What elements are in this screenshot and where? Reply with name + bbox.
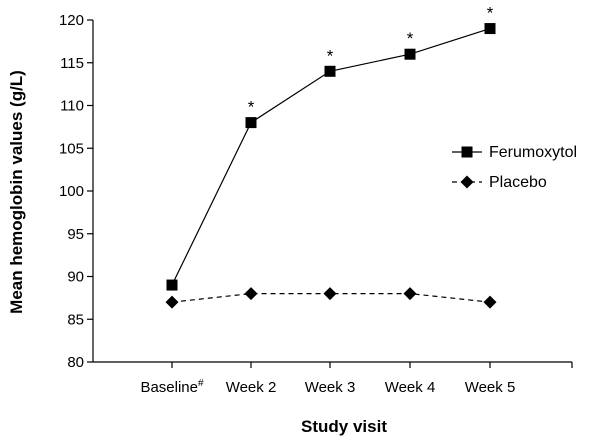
x-tick-label-text: Week 3 bbox=[305, 379, 356, 396]
y-tick-label: 90 bbox=[67, 269, 84, 286]
significance-star: * bbox=[248, 98, 255, 117]
y-tick-label: 85 bbox=[67, 311, 84, 328]
x-tick-label-text: Week 2 bbox=[226, 379, 277, 396]
y-ticks: 80 85 90 95 100 105 110 115 120 bbox=[59, 12, 93, 371]
y-tick-label: 95 bbox=[67, 226, 84, 243]
y-tick-label: 115 bbox=[60, 55, 84, 72]
y-tick-label: 105 bbox=[59, 140, 84, 157]
x-tick-label: Week 4 bbox=[385, 379, 436, 396]
legend-label-placebo: Placebo bbox=[489, 174, 547, 191]
x-axis-title: Study visit bbox=[301, 417, 387, 436]
series-markers bbox=[165, 23, 497, 309]
y-tick-label: 80 bbox=[67, 354, 84, 371]
x-ticks: Baseline# Week 2 Week 3 Week 4 Week 5 bbox=[140, 362, 573, 396]
significance-annotations: * * * * bbox=[248, 4, 494, 117]
ferumoxytol-point bbox=[484, 23, 496, 35]
x-tick-label: Week 2 bbox=[226, 379, 277, 396]
placebo-point bbox=[244, 287, 258, 301]
ferumoxytol-point bbox=[166, 279, 178, 291]
ferumoxytol-point bbox=[245, 117, 257, 129]
significance-star: * bbox=[327, 46, 334, 65]
x-tick-label: Baseline# bbox=[140, 378, 204, 396]
ferumoxytol-point bbox=[324, 65, 336, 77]
legend-marker-ferumoxytol bbox=[461, 146, 473, 158]
x-tick-label-text: Week 5 bbox=[465, 379, 516, 396]
significance-star: * bbox=[487, 4, 494, 23]
series-line-placebo bbox=[171, 293, 491, 303]
legend-label-ferumoxytol: Ferumoxytol bbox=[489, 144, 577, 161]
placebo-point bbox=[165, 295, 179, 309]
x-tick-label: Week 3 bbox=[305, 379, 356, 396]
ferumoxytol-point bbox=[404, 48, 416, 60]
legend-marker-placebo bbox=[460, 175, 474, 189]
significance-star: * bbox=[407, 29, 414, 48]
x-tick-label-text: Baseline bbox=[140, 379, 198, 396]
placebo-point bbox=[403, 287, 417, 301]
placebo-point bbox=[483, 295, 497, 309]
y-tick-label: 100 bbox=[59, 183, 84, 200]
legend: Ferumoxytol Placebo bbox=[452, 144, 577, 191]
placebo-point bbox=[323, 287, 337, 301]
x-tick-label: Week 5 bbox=[465, 379, 516, 396]
y-tick-label: 120 bbox=[59, 12, 84, 29]
y-axis-title: Mean hemoglobin values (g/L) bbox=[7, 70, 26, 314]
y-tick-label: 110 bbox=[60, 98, 84, 115]
baseline-superscript: # bbox=[198, 378, 204, 389]
x-tick-label-text: Week 4 bbox=[385, 379, 436, 396]
